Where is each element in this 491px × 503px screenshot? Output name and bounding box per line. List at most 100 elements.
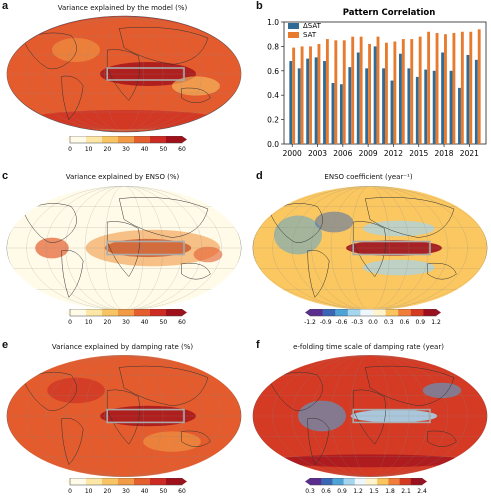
panel-b-label: b: [256, 0, 263, 12]
continent-outline: [352, 221, 386, 278]
bar-sat: [477, 29, 481, 144]
bar-dsat: [306, 58, 310, 144]
bar-dsat: [331, 83, 335, 144]
colorbar-segment: [335, 309, 349, 316]
bar-sat: [351, 36, 355, 144]
nino-box: [106, 67, 185, 81]
colorbar-tick-label: 10: [85, 488, 93, 495]
colorbar-segment: [360, 309, 374, 316]
colorbar-segment: [410, 309, 424, 316]
y-tick-label: 0.6: [267, 67, 279, 76]
colorbar-arrow: [436, 309, 441, 316]
colorbar-segment: [150, 478, 167, 485]
bar-sat: [385, 42, 388, 144]
bar-dsat: [289, 61, 293, 144]
colorbar-segment: [343, 478, 356, 485]
continent-outline: [307, 417, 330, 466]
bar-dsat: [356, 52, 360, 144]
colorbar-tick-label: 0: [68, 146, 72, 153]
panel-c-colorbar: 0 10 20 30 40 50 60: [64, 308, 188, 335]
colorbar-frame: [309, 308, 437, 317]
bar-sat: [292, 47, 296, 145]
longitude-line: [104, 355, 144, 477]
colorbar-segment: [354, 478, 367, 485]
nino-box: [352, 240, 431, 256]
longitude-line: [65, 355, 183, 477]
continent-outline: [307, 249, 330, 298]
bar-sat: [368, 43, 371, 144]
bar-dsat: [348, 67, 352, 144]
map-field: [7, 186, 241, 310]
bar-dsat: [297, 68, 301, 144]
colorbar-segment: [366, 478, 378, 485]
bar-sat: [410, 39, 414, 144]
bar-sat: [469, 31, 473, 144]
colorbar-tick-label: -0.9: [320, 319, 332, 326]
colorbar-segment: [86, 136, 103, 143]
continent-outline: [427, 262, 457, 280]
x-tick-label: 2021: [460, 149, 479, 158]
colorbar-segment: [410, 478, 423, 485]
panel-e-title: Variance explained by damping rate (%): [51, 343, 194, 351]
map-field: [253, 355, 487, 477]
colorbar-segment: [322, 309, 336, 316]
y-tick-label: 0.4: [267, 91, 279, 100]
panel-d-title: ENSO coefficient (year⁻¹): [324, 173, 413, 181]
colorbar-segment: [150, 136, 167, 143]
longitude-line: [84, 17, 164, 131]
bar-sat: [317, 43, 321, 144]
field-patch: [28, 110, 220, 130]
bar-dsat: [449, 70, 453, 144]
panel-c-title: Variance explained by ENSO (%): [65, 173, 180, 181]
panel-d-label: d: [256, 170, 263, 182]
bar-dsat: [466, 54, 470, 144]
x-tick-label: 2018: [434, 149, 453, 158]
bar-sat: [460, 31, 464, 144]
nino-box: [106, 240, 185, 256]
colorbar-arrow: [305, 309, 310, 316]
panel-e-map: [4, 352, 244, 484]
colorbar-segment: [310, 478, 322, 485]
longitude-line: [45, 17, 203, 131]
bar-dsat: [458, 87, 461, 144]
bar-sat: [393, 41, 397, 144]
colorbar-segment: [377, 478, 389, 485]
colorbar-tick-label: -0.3: [351, 319, 363, 326]
colorbar-tick-label: 0.6: [321, 488, 331, 495]
nino-box: [106, 408, 185, 424]
colorbar-segment: [102, 309, 119, 316]
field-patch: [52, 38, 100, 62]
colorbar-segment: [70, 136, 87, 143]
colorbar-tick-label: 40: [141, 319, 149, 326]
bar-sat: [342, 40, 346, 144]
panel-f-colorbar: 0.3 0.6 0.9 1.2 1.5 1.8 2.1 2.4: [304, 477, 428, 503]
colorbar-segment: [134, 136, 151, 143]
colorbar-segment: [385, 309, 399, 316]
continent-outline: [118, 365, 209, 407]
longitude-line: [350, 355, 390, 477]
colorbar-segment: [102, 136, 119, 143]
colorbar-tick-label: 1.5: [369, 488, 379, 495]
colorbar-segment: [150, 309, 167, 316]
continent-outline: [364, 197, 455, 238]
continent-outline: [106, 389, 140, 445]
continent-outline: [22, 371, 77, 411]
colorbar-arrow: [182, 309, 187, 316]
continent-outline: [106, 49, 140, 101]
colorbar-tick-label: 0.3: [384, 319, 394, 326]
colorbar-segment: [388, 478, 400, 485]
colorbar-segment: [118, 478, 135, 485]
colorbar-tick-label: 60: [178, 488, 186, 495]
panel-f-title: e-folding time scale of damping rate (ye…: [293, 343, 444, 351]
map-field: [7, 355, 241, 477]
longitude-line: [272, 186, 468, 310]
continent-outline: [61, 417, 84, 466]
panel-c-label: c: [2, 170, 9, 182]
continent-outline: [268, 371, 323, 411]
bar-sat: [325, 39, 329, 144]
colorbar-segment: [166, 309, 183, 316]
colorbar-segment: [332, 478, 344, 485]
colorbar-tick-label: 0.9: [415, 319, 425, 326]
longitude-line: [330, 186, 410, 310]
colorbar-tick-label: 40: [141, 488, 149, 495]
